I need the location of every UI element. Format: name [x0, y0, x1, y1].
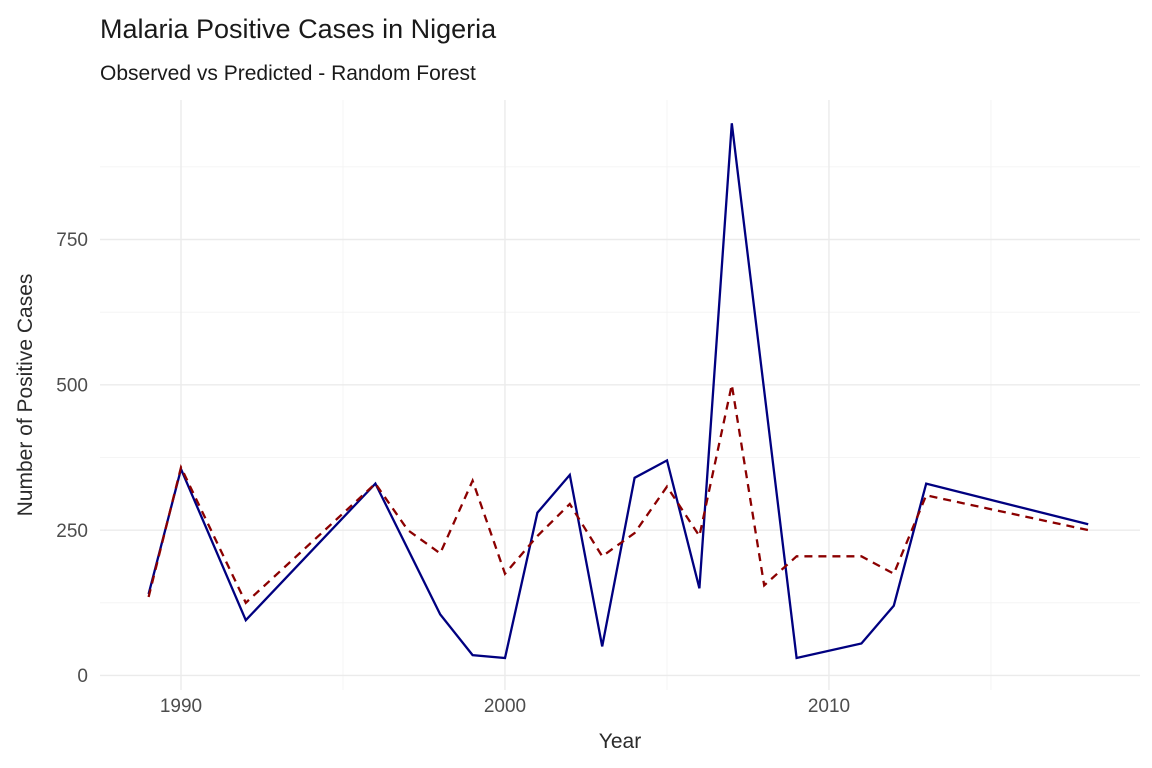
x-axis-tick-label: 2010	[808, 696, 850, 717]
x-axis-tick-label: 1990	[160, 696, 202, 717]
y-axis-tick-label: 500	[56, 375, 88, 396]
chart-title: Malaria Positive Cases in Nigeria	[100, 14, 497, 44]
y-axis-tick-label: 750	[56, 230, 88, 251]
chart-subtitle: Observed vs Predicted - Random Forest	[100, 62, 476, 85]
predicted-line	[147, 384, 1089, 605]
x-axis-title: Year	[599, 730, 641, 753]
axis-tick-labels: 0 250 500 750 1990 2000 2010	[56, 230, 850, 717]
data-series	[147, 123, 1089, 660]
observed-line	[147, 123, 1089, 660]
x-axis-tick-label: 2000	[484, 696, 526, 717]
gridlines	[100, 100, 1140, 690]
y-axis-title: Number of Positive Cases	[14, 274, 37, 517]
y-axis-tick-label: 0	[77, 666, 88, 687]
y-axis-tick-label: 250	[56, 521, 88, 542]
